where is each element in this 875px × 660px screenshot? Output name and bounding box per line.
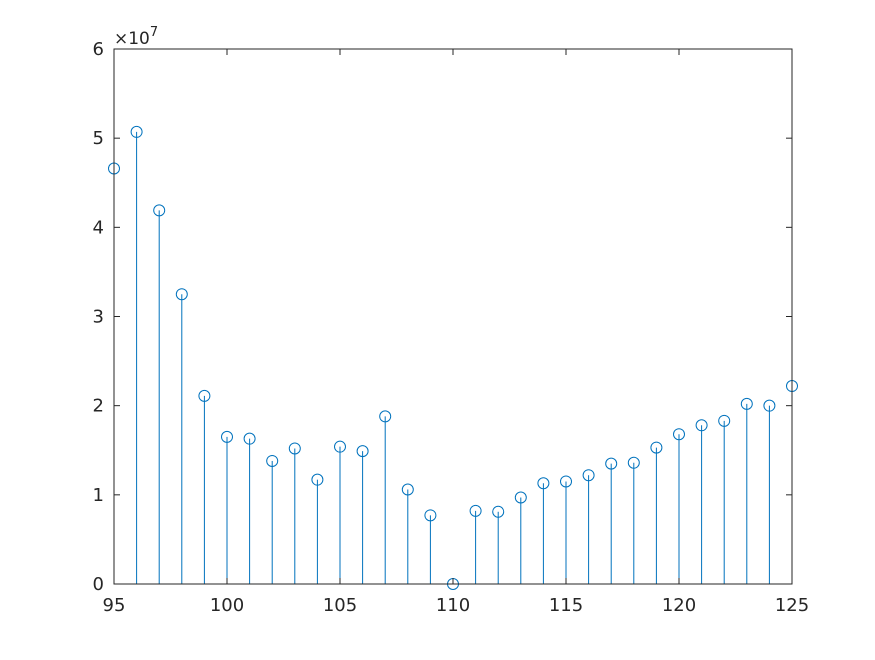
x-tick-label: 115: [549, 595, 583, 616]
stem-marker: [379, 410, 392, 423]
stem-marker: [198, 389, 211, 402]
stem-marker: [311, 473, 324, 486]
y-tick-label: 4: [93, 217, 104, 238]
stem-marker: [221, 430, 233, 443]
stem-marker: [560, 475, 572, 488]
stems-layer: [113, 131, 793, 584]
stem-marker: [334, 440, 346, 453]
stem-marker: [582, 469, 595, 482]
x-tick-label: 105: [323, 595, 357, 616]
stem-marker: [537, 477, 550, 490]
y-tick-label: 5: [93, 128, 104, 149]
stem-marker: [514, 491, 527, 504]
x-tick-label: 95: [103, 595, 126, 616]
stem-marker: [356, 445, 369, 458]
stem-marker: [469, 504, 482, 517]
y-axis-ticks: 0 1 2 3 4 5 6: [93, 39, 792, 595]
stem-marker: [650, 441, 663, 454]
y-exponent-base: ×10: [114, 29, 150, 49]
x-tick-label: 100: [210, 595, 244, 616]
stem-marker: [627, 456, 640, 469]
plot-background: [114, 49, 792, 584]
y-tick-label: 0: [93, 574, 104, 595]
stem-marker: [175, 288, 188, 301]
stem-marker: [153, 204, 166, 217]
stem-marker: [605, 457, 618, 470]
y-exponent-label: ×107: [114, 25, 158, 49]
stem-marker: [130, 125, 143, 138]
stem-marker: [695, 419, 708, 432]
y-tick-label: 1: [93, 485, 104, 506]
y-tick-label: 3: [93, 307, 104, 328]
stem-marker: [763, 399, 776, 412]
stem-marker: [266, 454, 279, 467]
y-exponent-power: 7: [150, 25, 158, 40]
stem-marker: [492, 505, 505, 518]
x-axis-ticks: 95 100 105 110 115 120 125: [103, 49, 809, 616]
stem-marker: [718, 414, 731, 427]
x-tick-label: 125: [775, 595, 809, 616]
x-tick-label: 120: [662, 595, 696, 616]
stem-marker: [243, 432, 256, 445]
stem-marker: [401, 483, 414, 496]
y-tick-label: 2: [93, 396, 104, 417]
x-tick-label: 110: [436, 595, 470, 616]
stem-marker: [740, 397, 753, 410]
y-tick-label: 6: [93, 39, 104, 60]
stem-marker: [288, 442, 301, 455]
stem-marker: [673, 428, 685, 441]
stem-marker: [424, 509, 437, 522]
